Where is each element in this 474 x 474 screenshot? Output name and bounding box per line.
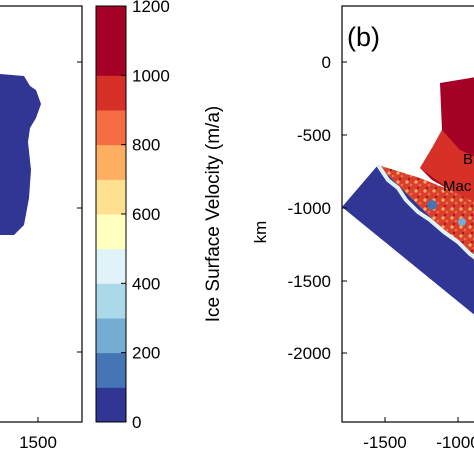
panel-b-x-ticks: -1500 -1000 <box>363 417 474 452</box>
colorbar-tick-label: 600 <box>132 205 160 224</box>
panel-b-coast-detail <box>376 163 474 260</box>
colorbar-tick-label: 400 <box>132 274 160 293</box>
colorbar-tick-label: 1200 <box>132 0 170 16</box>
panel-b-transition-ice <box>420 130 474 202</box>
left-x-tick: 1500 <box>19 433 57 452</box>
place-label-mac: Mac <box>443 178 472 195</box>
left-ice-shape <box>0 74 41 235</box>
panel-b-y-ticks: 0 -500 -1000 -1500 -2000 <box>288 53 347 363</box>
panel-b-slow-patch <box>427 200 437 210</box>
colorbar-ticks: 0 200 400 600 800 1000 1200 <box>121 0 170 432</box>
colorbar-tick-label: 200 <box>132 344 160 363</box>
panel-b-y-tick-label: -1500 <box>288 272 331 291</box>
colorbar-segment <box>96 248 126 284</box>
colorbar-segment <box>96 387 126 423</box>
place-label-b: B <box>463 151 473 168</box>
colorbar-segment <box>96 75 126 111</box>
panel-b-label: (b) <box>347 22 380 52</box>
colorbar: 0 200 400 600 800 1000 1200 Ice Surface Veloci… <box>95 0 224 432</box>
panel-b: (b) B Mac 0 -500 -1000 -1500 -2000 -1500 -100… <box>251 5 474 452</box>
left-panel: 1500 <box>0 5 83 452</box>
colorbar-label: Ice Surface Velocity (m/a) <box>203 106 224 322</box>
panel-b-x-tick-label: -1500 <box>363 433 406 452</box>
colorbar-segment <box>96 214 126 250</box>
colorbar-segment <box>96 6 126 42</box>
panel-b-y-tick-label: 0 <box>322 53 331 72</box>
panel-b-y-tick-label: -1000 <box>288 199 331 218</box>
panel-b-slow-patch <box>458 218 466 226</box>
colorbar-tick-label: 0 <box>132 413 141 432</box>
panel-b-y-tick-label: -2000 <box>288 344 331 363</box>
colorbar-segment <box>96 110 126 146</box>
panel-b-y-axis-label: km <box>251 221 270 244</box>
colorbar-segment <box>96 179 126 215</box>
panel-b-y-tick-label: -500 <box>297 126 331 145</box>
colorbar-tick-label: 1000 <box>132 66 170 85</box>
colorbar-segment <box>96 144 126 180</box>
colorbar-segment <box>96 283 126 319</box>
colorbar-tick-label: 800 <box>132 136 160 155</box>
panel-b-frame <box>341 5 474 423</box>
colorbar-segments <box>96 6 126 423</box>
colorbar-segment <box>96 352 126 388</box>
colorbar-segment <box>96 318 126 354</box>
panel-b-x-tick-label: -1000 <box>436 433 474 452</box>
colorbar-segment <box>96 40 126 76</box>
panel-b-ocean-strip <box>342 165 474 315</box>
